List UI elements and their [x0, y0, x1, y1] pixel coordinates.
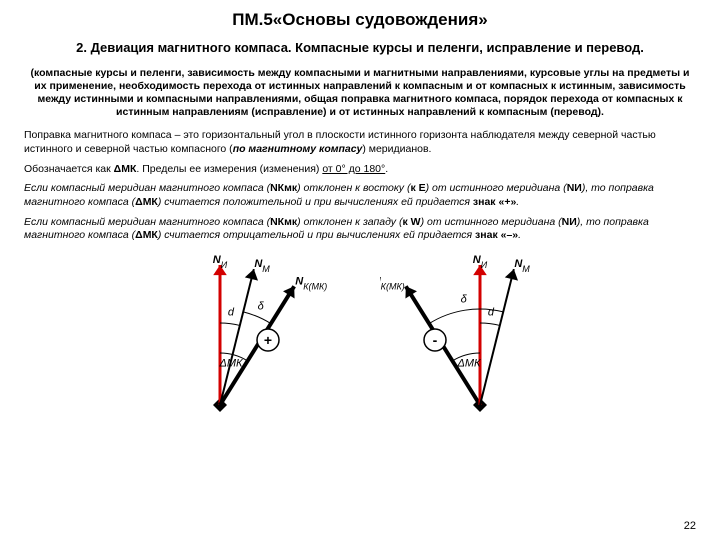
- svg-text:δ: δ: [461, 293, 468, 305]
- svg-text:NИ: NИ: [473, 255, 488, 270]
- p1b: по магнитному компасу: [233, 143, 363, 155]
- svg-text:d: d: [488, 306, 495, 318]
- page-title: ПМ.5«Основы судовождения»: [0, 0, 720, 36]
- svg-text:+: +: [264, 332, 272, 348]
- p4f: NИ: [562, 216, 577, 228]
- paragraph-1: Поправка магнитного компаса – это горизо…: [0, 129, 720, 162]
- compass-diagram-positive: NИ NМ NК(МК) ΔМК d δ +: [120, 255, 340, 430]
- p3e: ) от истинного меридиана (: [426, 182, 567, 194]
- svg-text:NМ: NМ: [514, 258, 530, 274]
- p4l: .: [518, 229, 521, 241]
- p3g: ), то: [582, 182, 609, 194]
- page-number: 22: [684, 520, 696, 532]
- summary-text: (компасные курсы и пеленги, зависимость …: [0, 67, 720, 130]
- p2e: .: [385, 163, 388, 175]
- p3i: ΔМК: [135, 196, 158, 208]
- p4c: ) отклонен к западу (: [297, 216, 402, 228]
- svg-text:NМ: NМ: [254, 258, 270, 274]
- p1c: ) меридианов.: [362, 143, 431, 155]
- svg-text:NК(МК): NК(МК): [380, 275, 405, 291]
- diagrams-row: NИ NМ NК(МК) ΔМК d δ + NК(МК) NИ NМ ΔМК d δ -: [0, 249, 720, 430]
- p4i: ΔМК: [135, 229, 158, 241]
- p3d: к Е: [410, 182, 425, 194]
- p4k: знак «–»: [475, 229, 518, 241]
- svg-text:NИ: NИ: [213, 255, 228, 270]
- p4g: ), то: [577, 216, 604, 228]
- p2d: от 0° до 180°: [322, 163, 385, 175]
- p3j: ) считается положительной и при вычислен…: [158, 196, 473, 208]
- paragraph-2: Обозначается как ΔМК. Пределы ее измерен…: [0, 163, 720, 183]
- svg-text:d: d: [228, 306, 235, 318]
- svg-text:δ: δ: [258, 300, 265, 312]
- paragraph-3: Если компасный меридиан магнитного компа…: [0, 182, 720, 215]
- p3b: NКмк: [270, 182, 297, 194]
- svg-text:ΔМК: ΔМК: [219, 357, 244, 369]
- paragraph-4: Если компасный меридиан магнитного компа…: [0, 216, 720, 249]
- p3f: NИ: [567, 182, 582, 194]
- p3l: .: [516, 196, 519, 208]
- p4j: ) считается отрицательной и при вычислен…: [158, 229, 475, 241]
- p3c: ) отклонен к востоку (: [297, 182, 410, 194]
- p2a: Обозначается как: [24, 163, 114, 175]
- p2b: ΔМК: [114, 163, 137, 175]
- compass-diagram-negative: NК(МК) NИ NМ ΔМК d δ -: [380, 255, 600, 430]
- p4d: к W: [402, 216, 420, 228]
- p4e: ) от истинного меридиана (: [421, 216, 562, 228]
- svg-text:-: -: [433, 332, 438, 348]
- svg-text:NК(МК): NК(МК): [295, 275, 327, 291]
- section-title: 2. Девиация магнитного компаса. Компасны…: [0, 36, 720, 67]
- svg-text:ΔМК: ΔМК: [456, 357, 481, 369]
- p4b: NКмк: [270, 216, 297, 228]
- p4a: Если компасный меридиан магнитного компа…: [24, 216, 270, 228]
- p3a: Если компасный меридиан магнитного компа…: [24, 182, 270, 194]
- p2c: . Пределы ее измерения (изменения): [136, 163, 322, 175]
- p3k: знак «+»: [473, 196, 516, 208]
